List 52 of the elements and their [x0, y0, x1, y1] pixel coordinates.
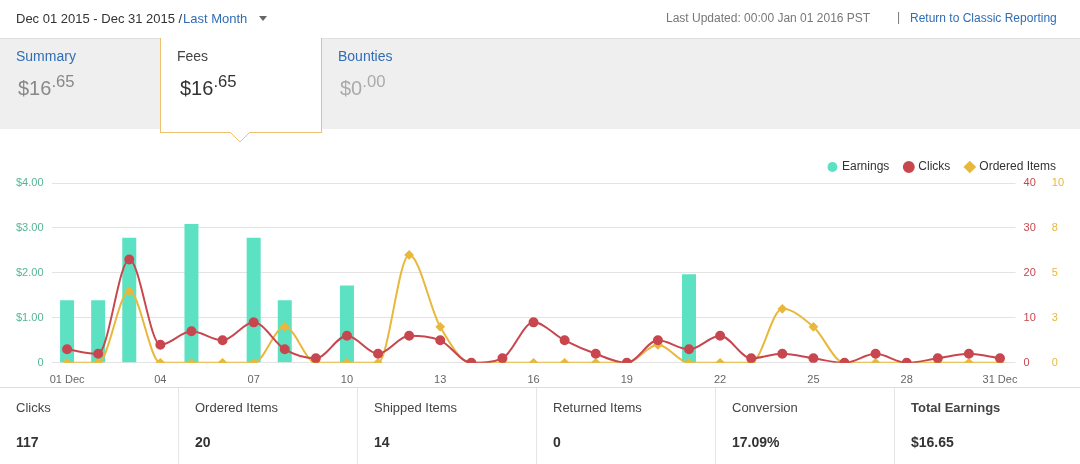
- text: Return to Classic Reporting: [910, 11, 1057, 25]
- x-tick-label: 31 Dec: [982, 373, 1018, 386]
- text: Last Month: [183, 11, 248, 26]
- x-tick-label: 16: [527, 373, 540, 386]
- x-tick-label: 22: [713, 373, 727, 386]
- text: Total Earnings: [911, 400, 1001, 415]
- text: Dec 01 2015 - Dec 31 2015 /: [16, 11, 183, 26]
- text: Fees: [177, 48, 209, 64]
- y2-tick-label: 10: [1023, 310, 1036, 323]
- x-tick-label: 25: [807, 373, 820, 386]
- text: Returned Items: [553, 400, 642, 415]
- x-tick-label: 04: [154, 373, 167, 386]
- text: 20: [195, 434, 211, 450]
- text: $16$^{.65}$: [180, 72, 237, 100]
- text: Conversion: [732, 400, 798, 415]
- legend-label: Earnings: [841, 159, 890, 174]
- y2-tick-label: 40: [1023, 176, 1036, 189]
- y2-tick-label: 30: [1023, 220, 1036, 233]
- y3-tick-label: 10: [1051, 176, 1065, 189]
- text: 0: [553, 434, 561, 450]
- y3-tick-label: 5: [1051, 265, 1058, 278]
- x-tick-label: 19: [620, 373, 633, 386]
- y2-tick-label: 0: [1023, 355, 1030, 368]
- y2-tick-label: 20: [1023, 265, 1036, 278]
- text: Last Updated: 00:00 Jan 01 2016 PST: [666, 11, 871, 25]
- text: Summary: [16, 48, 76, 64]
- legend-label: Ordered Items: [979, 159, 1057, 174]
- text: Shipped Items: [374, 400, 458, 415]
- text: 117: [16, 434, 39, 450]
- legend-label: Clicks: [918, 159, 951, 174]
- x-tick-label: 10: [340, 373, 354, 386]
- x-tick-label: 07: [247, 373, 260, 386]
- text: $16$^{.65}$: [18, 72, 75, 100]
- text: |: [897, 10, 901, 24]
- text: Bounties: [338, 48, 393, 64]
- y-tick-label: $1.00: [16, 310, 44, 323]
- y-tick-label: $4.00: [16, 176, 44, 189]
- text: Clicks: [16, 400, 51, 415]
- y-tick-label: $2.00: [16, 265, 44, 278]
- text: 14: [374, 434, 390, 450]
- y3-tick-label: 0: [1051, 355, 1058, 368]
- y3-tick-label: 3: [1051, 310, 1058, 323]
- x-tick-label: 28: [900, 373, 913, 386]
- x-tick-label: 01 Dec: [49, 373, 85, 386]
- y-tick-label: $3.00: [16, 220, 44, 233]
- y3-tick-label: 8: [1051, 220, 1058, 233]
- text: Ordered Items: [195, 400, 279, 415]
- x-tick-label: 13: [434, 373, 447, 386]
- text: $16.65: [911, 434, 954, 450]
- y-tick-label: 0: [37, 355, 44, 368]
- text: $0$^{.00}$: [340, 72, 386, 100]
- text: 17.09%: [732, 434, 780, 450]
